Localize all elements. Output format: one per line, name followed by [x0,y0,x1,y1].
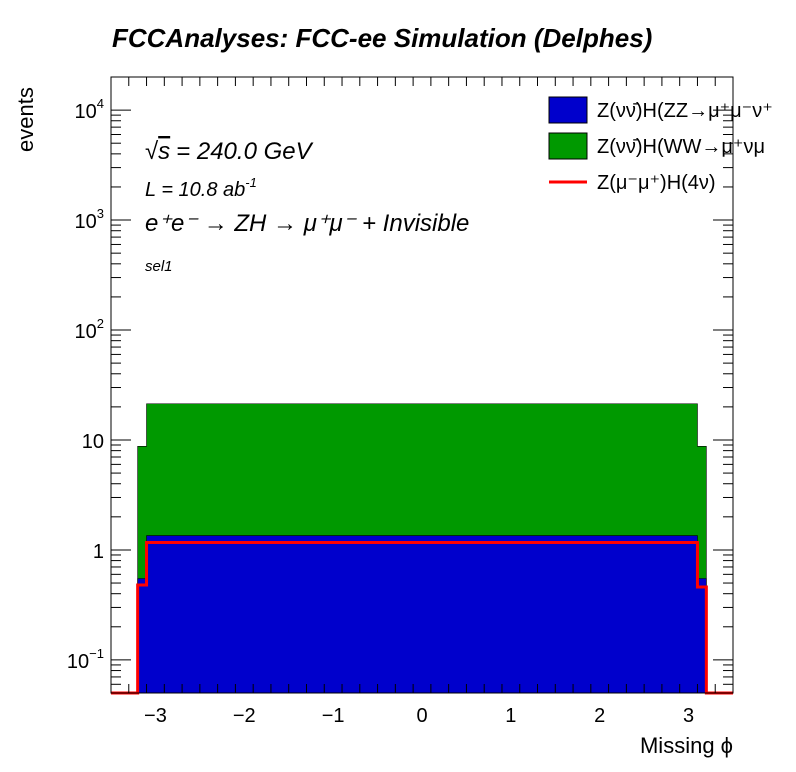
legend-label-ww: Z(νν̄)H(WW→μ⁺νμ [597,136,765,158]
energy-rest: = 240.0 GeV [176,138,313,165]
y-tick-label: 102 [75,316,104,343]
chart-title: FCCAnalyses: FCC-ee Simulation (Delphes) [112,23,652,53]
x-tick-label: 3 [683,705,694,727]
legend-label-4nu: Z(μ⁻μ⁺)H(4ν) [597,172,716,194]
y-tick-label: 1 [93,541,104,563]
y-axis: 10−1 1 10 102 103 104 [67,76,733,694]
y-tick-label: 10−1 [67,646,104,673]
x-tick-label: −3 [144,705,167,727]
legend-swatch-zz [548,96,588,124]
energy-s: s [158,138,170,165]
stacked-histograms [137,403,707,694]
y-axis-label: events [13,87,38,152]
lumi-annotation: L = 10.8 ab-1 [145,175,257,201]
y-tick-label: 10 [82,431,104,453]
selection-annotation: sel1 [145,258,173,275]
plot-frame [110,76,734,694]
x-axis-label: Missing ϕ [640,733,733,758]
x-axis: −3 −2 −1 0 1 2 3 [110,77,734,727]
x-tick-label: 0 [416,705,427,727]
x-tick-label: 1 [505,705,516,727]
lumi-text: L = 10.8 ab [145,179,245,201]
series-line-2 [111,540,733,695]
y-tick-label: 103 [75,206,104,233]
series-fill-0 [137,535,707,694]
legend-label-zz: Z(νν̄)H(ZZ→μ⁺μ⁻ν⁺ [597,100,773,122]
legend: Z(νν̄)H(ZZ→μ⁺μ⁻ν⁺ Z(νν̄)H(WW→μ⁺νμ Z(μ⁻μ⁺… [548,96,773,194]
legend-swatch-ww [548,132,588,160]
energy-root: √ [145,138,159,165]
lumi-exponent: -1 [245,175,257,190]
x-tick-label: −1 [322,705,345,727]
energy-annotation: √s = 240.0 GeV [145,138,314,165]
x-tick-label: −2 [233,705,256,727]
line-histograms [111,540,733,695]
process-annotation: e⁺e⁻ → ZH → μ⁺μ⁻ + Invisible [145,210,469,237]
x-tick-label: 2 [594,705,605,727]
annotations: √s = 240.0 GeV L = 10.8 ab-1 e⁺e⁻ → ZH → … [145,138,469,275]
y-tick-label: 104 [75,96,104,123]
